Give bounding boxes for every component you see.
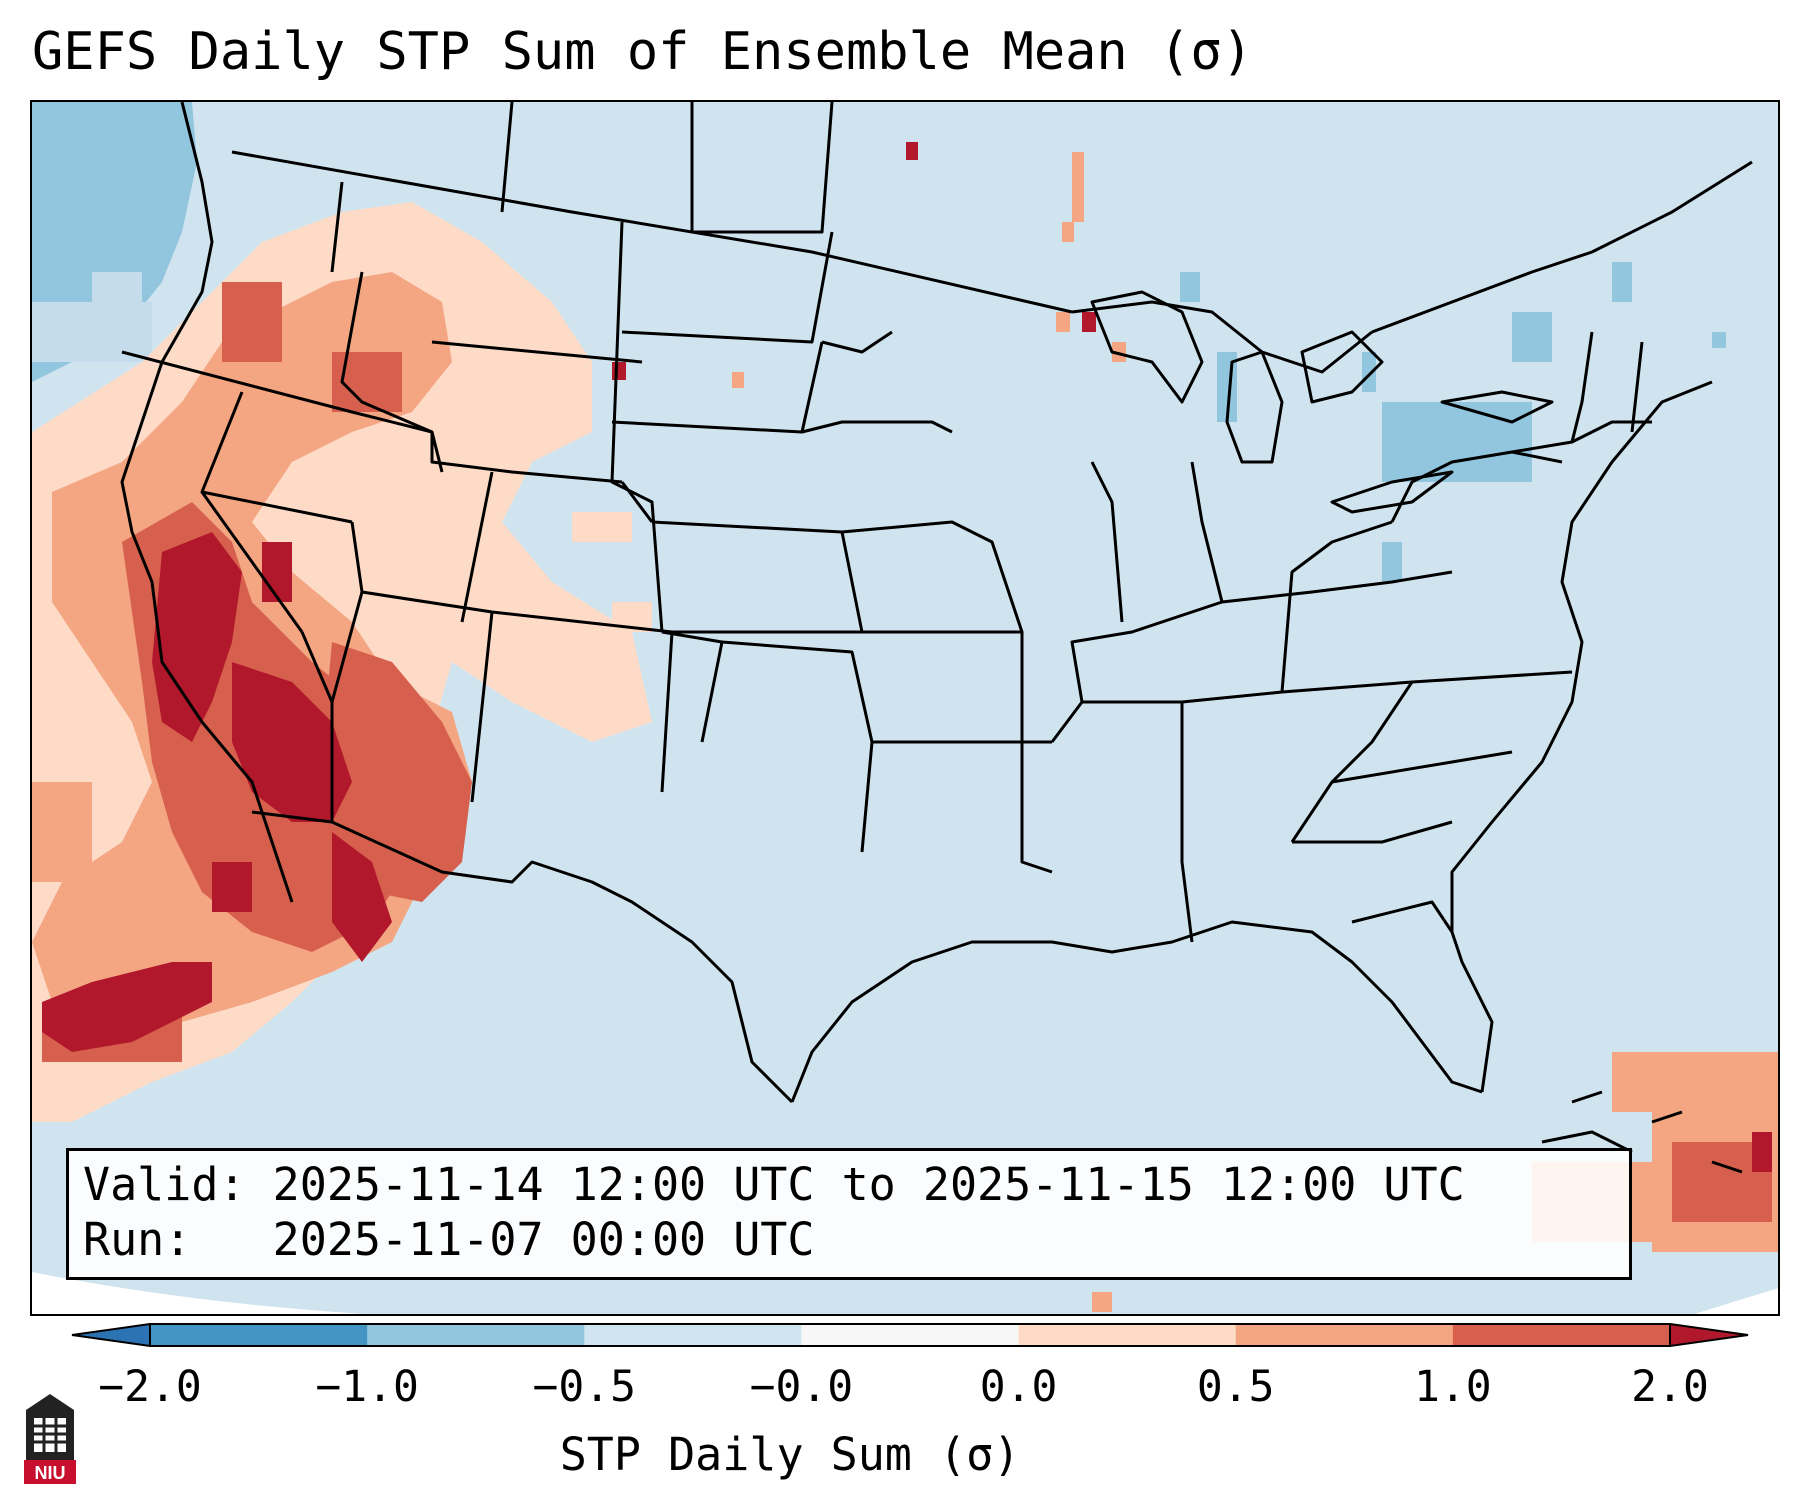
map-title: GEFS Daily STP Sum of Ensemble Mean (σ) xyxy=(32,22,1253,82)
colorbar-segment xyxy=(367,1324,585,1346)
colorbar-segment xyxy=(1018,1324,1237,1346)
positive-anomaly-scattered xyxy=(732,152,1126,1312)
colorbar-segment xyxy=(1452,1324,1671,1346)
colorbar-tick-label: 2.0 xyxy=(1631,1362,1709,1412)
niu-logo: NIU xyxy=(24,1394,76,1484)
colorbar-segment xyxy=(1235,1324,1454,1346)
run-time-text: Run: 2025-11-07 00:00 UTC xyxy=(83,1213,815,1266)
colorbar xyxy=(71,1322,1749,1348)
colorbar-tick-label: −2.0 xyxy=(98,1362,202,1412)
negative-anomaly-northeast xyxy=(1180,262,1726,582)
colorbar-segment xyxy=(584,1324,802,1346)
colorbar-tick-label: −0.0 xyxy=(749,1362,854,1412)
colorbar-segments xyxy=(150,1324,1671,1346)
valid-run-info-box: Valid: 2025-11-14 12:00 UTC to 2025-11-1… xyxy=(66,1148,1632,1280)
colorbar-tick-label: 0.5 xyxy=(1196,1362,1275,1412)
svg-text:NIU: NIU xyxy=(35,1463,66,1483)
valid-time-text: Valid: 2025-11-14 12:00 UTC to 2025-11-1… xyxy=(83,1158,1465,1211)
negative-anomaly-light xyxy=(32,272,152,362)
colorbar-tick-label: −0.5 xyxy=(532,1362,637,1412)
map-canvas xyxy=(32,102,1778,1314)
caribbean-islands xyxy=(1541,1090,1743,1174)
colorbar-tick-label: −1.0 xyxy=(315,1362,419,1412)
colorbar-tick-label: 0.0 xyxy=(979,1362,1058,1412)
colorbar-label: STP Daily Sum (σ) xyxy=(559,1428,1021,1481)
colorbar-extend-high xyxy=(1669,1322,1749,1348)
colorbar-segment xyxy=(150,1324,368,1346)
colorbar-extend-low xyxy=(71,1322,151,1348)
political-borders xyxy=(120,102,1753,1104)
positive-anomaly-extreme xyxy=(42,142,1772,1172)
map-panel[interactable] xyxy=(30,100,1780,1316)
colorbar-segment xyxy=(801,1324,1020,1346)
colorbar-tick-label: 1.0 xyxy=(1414,1362,1492,1412)
